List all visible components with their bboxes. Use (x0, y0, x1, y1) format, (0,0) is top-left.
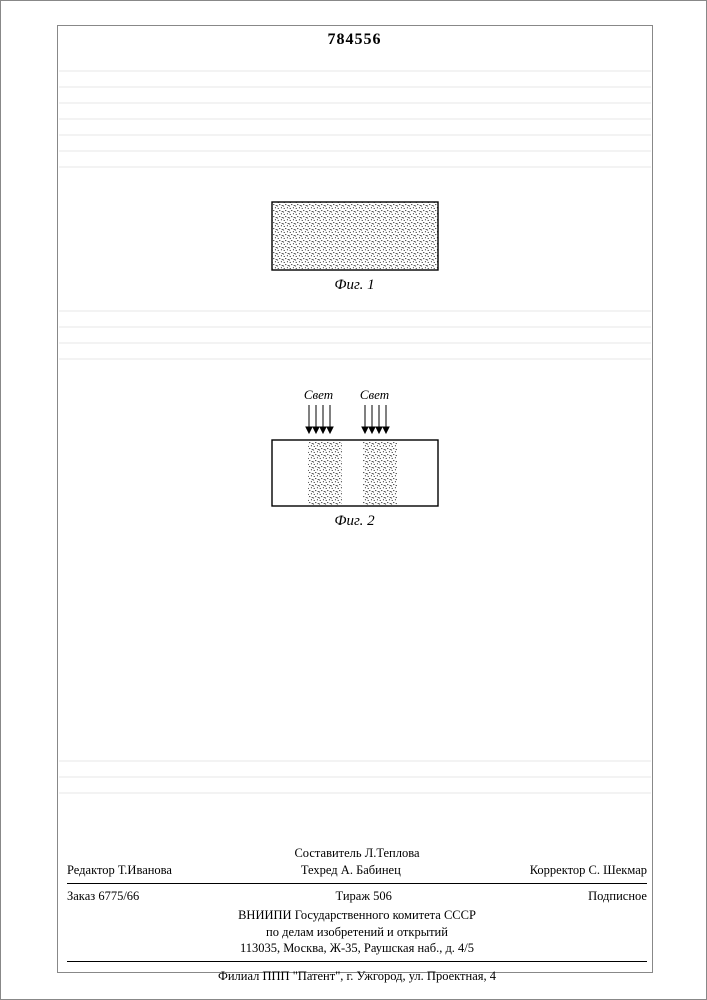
pub-line-1: ВНИИПИ Государственного комитета СССР (67, 907, 647, 924)
order-line: Заказ 6775/66 Тираж 506 Подписное (67, 888, 647, 905)
editor-name: Т.Иванова (118, 863, 172, 877)
order-value: 6775/66 (98, 889, 139, 903)
pub-addr: 113035, Москва, Ж-35, Раушская наб., д. … (67, 940, 647, 957)
compiler-name: Л.Теплова (365, 846, 420, 860)
figure-1-svg (271, 201, 439, 271)
figure-2-svg (271, 439, 439, 507)
order-label: Заказ (67, 889, 95, 903)
figure-2-wrap: Свет Свет (1, 401, 707, 530)
tirazh-value: 506 (373, 889, 392, 903)
corrector-name: С. Шекмар (589, 863, 647, 877)
corrector-label: Корректор (530, 863, 586, 877)
techred-label: Техред (301, 863, 338, 877)
divider-1 (67, 883, 647, 884)
divider-2 (67, 961, 647, 962)
editor-cell: Редактор Т.Иванова (67, 862, 172, 879)
arrow-svg (271, 401, 439, 437)
techred-cell: Техред А. Бабинец (301, 862, 401, 879)
compiler-line: Составитель Л.Теплова (67, 845, 647, 862)
subscription-label: Подписное (588, 888, 647, 905)
credits-row: Редактор Т.Иванова Техред А. Бабинец Кор… (67, 862, 647, 879)
credits-block: Составитель Л.Теплова Редактор Т.Иванова… (67, 845, 647, 985)
publisher-lines: ВНИИПИ Государственного комитета СССР по… (67, 907, 647, 958)
tirazh-label: Тираж (336, 889, 370, 903)
order-cell: Заказ 6775/66 (67, 888, 139, 905)
page: 784556 (0, 0, 707, 1000)
branch-line: Филиал ППП "Патент", г. Ужгород, ул. Про… (67, 968, 647, 985)
figure-1-wrap: Фиг. 1 (1, 201, 707, 294)
compiler-label: Составитель (294, 846, 361, 860)
document-number: 784556 (1, 31, 707, 49)
tirazh-cell: Тираж 506 (336, 888, 392, 905)
figure-2-arrows: Свет Свет (271, 401, 439, 437)
pub-line-2: по делам изобретений и открытий (67, 924, 647, 941)
figure-1-label: Фиг. 1 (1, 277, 707, 294)
figure-2-label: Фиг. 2 (1, 513, 707, 530)
editor-label: Редактор (67, 863, 115, 877)
corrector-cell: Корректор С. Шекмар (530, 862, 647, 879)
techred-name: А. Бабинец (341, 863, 401, 877)
